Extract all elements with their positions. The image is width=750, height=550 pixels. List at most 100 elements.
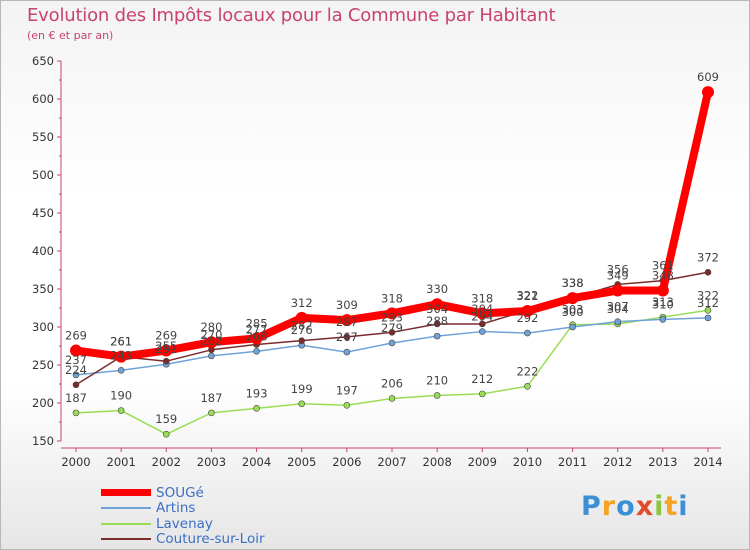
x-tick-label: 2004 <box>242 455 271 469</box>
legend-item: Artins <box>101 501 265 517</box>
data-label: 356 <box>607 262 629 276</box>
data-label: 267 <box>336 330 358 344</box>
data-point <box>250 332 263 345</box>
data-point <box>343 348 351 356</box>
data-point <box>476 307 489 320</box>
data-label: 262 <box>200 334 222 348</box>
y-tick-label: 650 <box>32 54 54 68</box>
data-point <box>524 329 531 337</box>
data-label: 310 <box>652 297 674 311</box>
data-point <box>656 284 669 297</box>
data-point <box>611 284 624 297</box>
data-label: 338 <box>562 276 584 290</box>
x-tick-label: 2001 <box>107 455 136 469</box>
data-label: 338 <box>562 276 584 290</box>
data-point <box>70 344 82 357</box>
data-label: 261 <box>110 335 132 349</box>
data-label: 222 <box>516 364 538 378</box>
data-label: 279 <box>381 321 403 335</box>
legend: SOUGé Artins Lavenay Couture-sur-Loir <box>101 485 265 547</box>
x-tick-label: 2005 <box>287 455 316 469</box>
data-label: 268 <box>246 329 268 343</box>
data-point <box>388 339 396 347</box>
data-label: 243 <box>110 348 132 362</box>
data-label: 372 <box>697 250 719 264</box>
data-label: 282 <box>291 319 313 333</box>
data-label: 312 <box>291 296 313 310</box>
data-label: 300 <box>562 305 584 319</box>
data-label: 322 <box>516 288 538 302</box>
data-label: 270 <box>200 328 222 342</box>
data-label: 285 <box>246 316 268 330</box>
legend-item: Lavenay <box>101 516 265 532</box>
x-tick-label: 2010 <box>513 455 542 469</box>
data-point <box>702 86 714 99</box>
data-point <box>386 307 398 320</box>
x-tick-label: 2002 <box>152 455 181 469</box>
data-point <box>117 367 125 374</box>
data-point <box>253 348 260 355</box>
data-point <box>162 430 170 438</box>
data-point <box>478 320 486 328</box>
legend-label: Artins <box>156 500 196 517</box>
data-point <box>298 337 306 344</box>
data-point <box>704 306 712 314</box>
y-tick-label: 400 <box>32 244 54 258</box>
proxiti-logo: Proxiti <box>581 491 689 522</box>
data-point <box>566 292 579 305</box>
x-tick-label: 2003 <box>197 455 226 469</box>
legend-swatch <box>101 538 151 541</box>
x-tick-label: 2013 <box>648 455 677 469</box>
x-tick-label: 2000 <box>61 455 90 469</box>
data-point <box>569 323 576 331</box>
data-point <box>478 328 486 335</box>
legend-label: Couture-sur-Loir <box>156 531 265 548</box>
data-label: 197 <box>336 383 358 397</box>
data-label: 609 <box>697 70 719 84</box>
data-label: 303 <box>562 303 584 317</box>
data-point <box>343 333 351 341</box>
data-label: 199 <box>291 382 313 396</box>
data-label: 251 <box>155 342 177 356</box>
data-label: 224 <box>65 363 87 377</box>
x-tick-label: 2008 <box>423 455 452 469</box>
data-label: 309 <box>336 298 358 312</box>
y-tick-label: 250 <box>32 358 54 372</box>
data-label: 212 <box>471 372 493 386</box>
data-label: 255 <box>155 339 177 353</box>
data-point <box>704 314 712 322</box>
data-label: 269 <box>65 329 87 343</box>
data-point <box>295 311 308 324</box>
data-label: 261 <box>110 335 132 349</box>
x-tick-label: 2011 <box>558 455 587 469</box>
legend-swatch <box>101 489 151 497</box>
data-point <box>388 395 396 402</box>
data-label: 304 <box>426 302 448 316</box>
y-tick-label: 300 <box>32 320 54 334</box>
data-point <box>433 320 441 328</box>
data-label: 304 <box>607 302 629 316</box>
data-label: 293 <box>381 310 403 324</box>
legend-label: Lavenay <box>156 515 213 532</box>
data-point <box>117 407 125 414</box>
data-label: 159 <box>155 412 177 426</box>
legend-label: SOUGé <box>156 484 204 501</box>
data-label: 287 <box>336 315 358 329</box>
y-tick-label: 150 <box>32 434 54 448</box>
data-label: 348 <box>652 269 674 283</box>
data-point <box>208 352 215 360</box>
data-point <box>208 409 215 417</box>
data-label: 321 <box>516 289 538 303</box>
data-label: 292 <box>516 311 538 325</box>
x-tick-label: 2012 <box>603 455 632 469</box>
y-tick-label: 500 <box>32 168 54 182</box>
data-label: 349 <box>607 269 629 283</box>
data-point <box>431 298 444 311</box>
x-tick-label: 2006 <box>332 455 361 469</box>
legend-item: SOUGé <box>101 485 265 501</box>
data-label: 361 <box>652 259 674 273</box>
data-label: 277 <box>246 322 268 336</box>
data-label: 288 <box>426 314 448 328</box>
data-point <box>72 409 80 417</box>
